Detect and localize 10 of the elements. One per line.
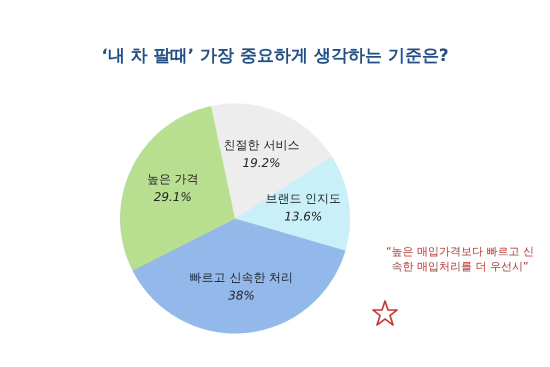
data-label: 38%: [228, 288, 255, 302]
chart-title: ‘내 차 팔때’ 가장 중요하게 생각하는 기준은?: [100, 45, 450, 67]
slice-label: 높은 가격: [146, 172, 199, 186]
data-label: 19.2%: [242, 156, 281, 170]
slice-label: 친절한 서비스: [224, 138, 300, 152]
data-label: 13.6%: [284, 210, 322, 224]
slice-label: 빠르고 신속한 처리: [190, 270, 294, 284]
text: “높은 매입가격보다 빠르고 신속한 매입처리를 더 우선시”: [385, 244, 535, 274]
slice-label: 브랜드 인지도: [265, 192, 342, 206]
data-label: 29.1%: [154, 190, 192, 204]
